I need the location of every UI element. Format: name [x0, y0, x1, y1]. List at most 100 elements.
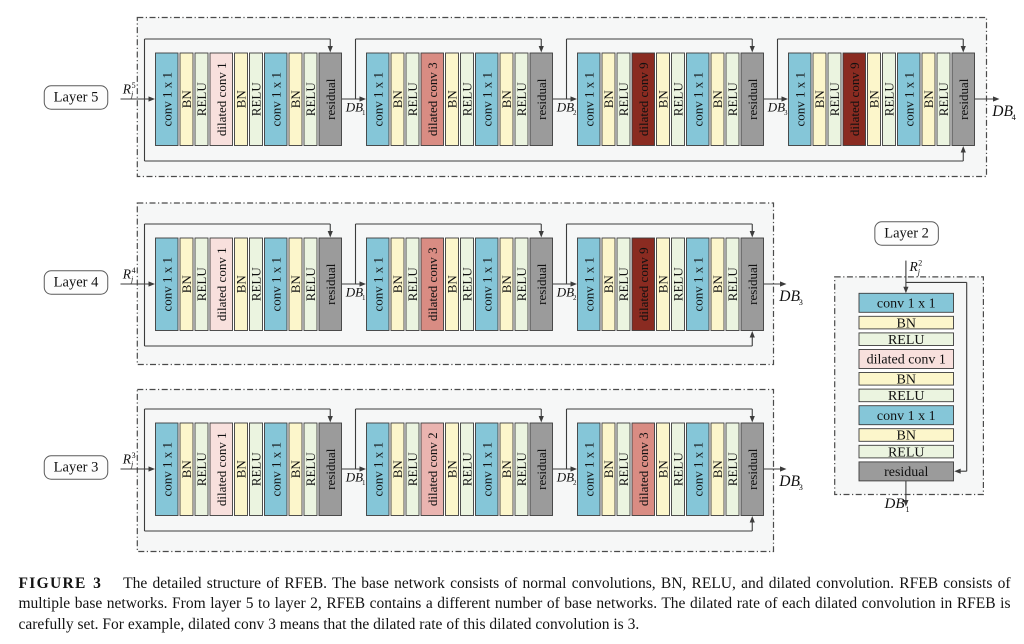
- svg-text:RELU: RELU: [616, 82, 631, 117]
- svg-text:DB: DB: [556, 469, 574, 484]
- svg-text:BN: BN: [601, 275, 616, 294]
- svg-text:DB: DB: [778, 288, 800, 305]
- svg-text:BN: BN: [288, 460, 303, 479]
- svg-text:BN: BN: [656, 90, 671, 109]
- svg-text:RELU: RELU: [460, 82, 475, 117]
- svg-text:dilated conv 1: dilated conv 1: [214, 247, 229, 321]
- svg-text:2: 2: [573, 109, 577, 117]
- svg-text:BN: BN: [710, 460, 725, 479]
- svg-text:BN: BN: [179, 460, 194, 479]
- svg-text:BN: BN: [288, 275, 303, 294]
- svg-text:BN: BN: [234, 90, 249, 109]
- svg-text:conv 1 x 1: conv 1 x 1: [690, 257, 705, 312]
- svg-text:RELU: RELU: [405, 452, 420, 487]
- svg-text:RELU: RELU: [616, 267, 631, 302]
- svg-text:j: j: [130, 90, 134, 99]
- svg-text:dilated conv 3: dilated conv 3: [636, 432, 651, 506]
- svg-text:BN: BN: [445, 275, 460, 294]
- svg-text:RELU: RELU: [725, 452, 740, 487]
- svg-text:BN: BN: [710, 275, 725, 294]
- svg-text:RELU: RELU: [671, 452, 686, 487]
- svg-text:DB: DB: [991, 103, 1013, 120]
- svg-text:4: 4: [1012, 112, 1017, 122]
- svg-text:BN: BN: [234, 460, 249, 479]
- svg-text:RELU: RELU: [460, 452, 475, 487]
- svg-text:j: j: [130, 460, 134, 469]
- svg-text:DB: DB: [345, 284, 363, 299]
- svg-text:RELU: RELU: [249, 452, 264, 487]
- svg-text:conv 1 x 1: conv 1 x 1: [877, 297, 936, 312]
- svg-text:RELU: RELU: [303, 82, 318, 117]
- svg-text:conv 1 x 1: conv 1 x 1: [581, 72, 596, 127]
- svg-text:4: 4: [132, 266, 136, 275]
- svg-text:DB: DB: [767, 99, 785, 114]
- svg-text:RELU: RELU: [888, 389, 925, 404]
- svg-text:RELU: RELU: [888, 445, 925, 460]
- svg-text:conv 1 x 1: conv 1 x 1: [159, 442, 174, 497]
- svg-text:BN: BN: [499, 275, 514, 294]
- svg-text:RELU: RELU: [194, 82, 209, 117]
- svg-text:RELU: RELU: [882, 82, 897, 117]
- svg-text:BN: BN: [656, 275, 671, 294]
- svg-text:RELU: RELU: [194, 267, 209, 302]
- svg-text:1: 1: [362, 479, 366, 487]
- svg-text:BN: BN: [445, 90, 460, 109]
- svg-text:residual: residual: [323, 448, 338, 490]
- svg-text:BN: BN: [897, 373, 916, 388]
- svg-text:conv 1 x 1: conv 1 x 1: [581, 257, 596, 312]
- svg-text:RELU: RELU: [671, 267, 686, 302]
- svg-text:BN: BN: [656, 460, 671, 479]
- svg-text:Layer 4: Layer 4: [54, 275, 99, 291]
- svg-text:RELU: RELU: [936, 82, 951, 117]
- svg-text:BN: BN: [390, 90, 405, 109]
- svg-text:BN: BN: [390, 460, 405, 479]
- svg-text:residual: residual: [884, 465, 928, 480]
- svg-text:conv 1 x 1: conv 1 x 1: [479, 257, 494, 312]
- svg-text:residual: residual: [534, 448, 549, 490]
- svg-text:BN: BN: [499, 460, 514, 479]
- svg-text:3: 3: [799, 297, 803, 307]
- svg-text:1: 1: [906, 505, 910, 514]
- svg-text:BN: BN: [601, 90, 616, 109]
- svg-text:R: R: [122, 452, 132, 467]
- svg-text:RELU: RELU: [405, 82, 420, 117]
- svg-text:1: 1: [362, 109, 366, 117]
- svg-text:RELU: RELU: [249, 82, 264, 117]
- svg-text:BN: BN: [601, 460, 616, 479]
- svg-text:RELU: RELU: [405, 267, 420, 302]
- svg-text:BN: BN: [445, 460, 460, 479]
- svg-text:RELU: RELU: [194, 452, 209, 487]
- svg-text:residual: residual: [745, 78, 760, 120]
- svg-text:Layer 3: Layer 3: [54, 460, 99, 476]
- svg-text:BN: BN: [288, 90, 303, 109]
- svg-text:RELU: RELU: [514, 82, 529, 117]
- svg-text:2: 2: [918, 259, 922, 268]
- svg-text:Layer 5: Layer 5: [54, 90, 99, 106]
- svg-text:conv 1 x 1: conv 1 x 1: [479, 72, 494, 127]
- svg-text:RELU: RELU: [514, 267, 529, 302]
- svg-text:BN: BN: [921, 90, 936, 109]
- svg-text:conv 1 x 1: conv 1 x 1: [268, 442, 283, 497]
- svg-text:conv 1 x 1: conv 1 x 1: [370, 72, 385, 127]
- svg-text:residual: residual: [323, 263, 338, 305]
- svg-text:3: 3: [799, 482, 803, 492]
- svg-text:R: R: [122, 267, 132, 282]
- svg-text:BN: BN: [179, 275, 194, 294]
- svg-text:BN: BN: [812, 90, 827, 109]
- svg-text:dilated conv 9: dilated conv 9: [636, 247, 651, 321]
- svg-text:conv 1 x 1: conv 1 x 1: [690, 442, 705, 497]
- svg-text:BN: BN: [234, 275, 249, 294]
- svg-text:dilated conv 1: dilated conv 1: [214, 62, 229, 136]
- svg-text:conv 1 x 1: conv 1 x 1: [268, 257, 283, 312]
- svg-text:residual: residual: [745, 448, 760, 490]
- svg-text:BN: BN: [710, 90, 725, 109]
- svg-text:residual: residual: [323, 78, 338, 120]
- svg-text:RELU: RELU: [827, 82, 842, 117]
- svg-text:conv 1 x 1: conv 1 x 1: [792, 72, 807, 127]
- svg-text:dilated conv 2: dilated conv 2: [425, 432, 440, 506]
- svg-text:conv 1 x 1: conv 1 x 1: [877, 409, 936, 424]
- svg-text:RELU: RELU: [514, 452, 529, 487]
- svg-text:conv 1 x 1: conv 1 x 1: [901, 72, 916, 127]
- svg-text:R: R: [909, 259, 919, 274]
- svg-text:RELU: RELU: [249, 267, 264, 302]
